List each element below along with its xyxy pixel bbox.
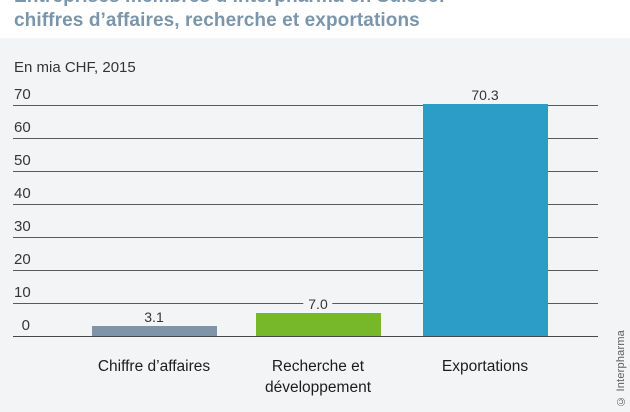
gridline: 30 xyxy=(13,219,598,238)
category-label-text: Chiffre d’affaires xyxy=(97,358,211,375)
bar-value-label: 3.1 xyxy=(139,309,169,325)
category-label: Recherche et développement xyxy=(228,356,408,398)
copyright-credit: © Interpharma xyxy=(615,330,627,407)
gridline: 40 xyxy=(13,186,598,205)
gridline: 70 xyxy=(13,87,598,106)
gridline: 20 xyxy=(13,252,598,271)
chart-title-line2: chiffres d’affaires, recherche et export… xyxy=(14,10,420,31)
y-tick-label: 30 xyxy=(14,218,31,235)
gridline: 50 xyxy=(13,153,598,172)
bar xyxy=(422,104,548,336)
category-label: Exportations xyxy=(395,356,575,377)
chart-subtitle: En mia CHF, 2015 xyxy=(14,59,136,76)
category-label-text: Exportations xyxy=(441,358,529,375)
y-tick-label: 40 xyxy=(14,185,31,202)
bar xyxy=(91,326,217,336)
bar-value-label: 70.3 xyxy=(466,87,504,103)
bar xyxy=(255,313,381,336)
chart-title-line1: Entreprises membres d’Interpharma en Sui… xyxy=(14,0,445,9)
category-label: Chiffre d’affaires xyxy=(64,356,244,377)
bar-value-label: 7.0 xyxy=(303,296,333,312)
y-tick-label: 20 xyxy=(14,251,31,268)
category-label-text: Recherche et développement xyxy=(265,358,371,396)
y-tick-label: 60 xyxy=(14,119,31,136)
y-tick-label: 70 xyxy=(14,86,31,103)
y-tick-label: 50 xyxy=(14,152,31,169)
y-tick-label: 0 xyxy=(21,317,30,334)
x-axis-baseline: 0 xyxy=(13,318,598,337)
gridline: 60 xyxy=(13,120,598,139)
chart-title: Entreprises membres d’Interpharma en Sui… xyxy=(14,0,445,33)
y-tick-label: 10 xyxy=(14,284,31,301)
